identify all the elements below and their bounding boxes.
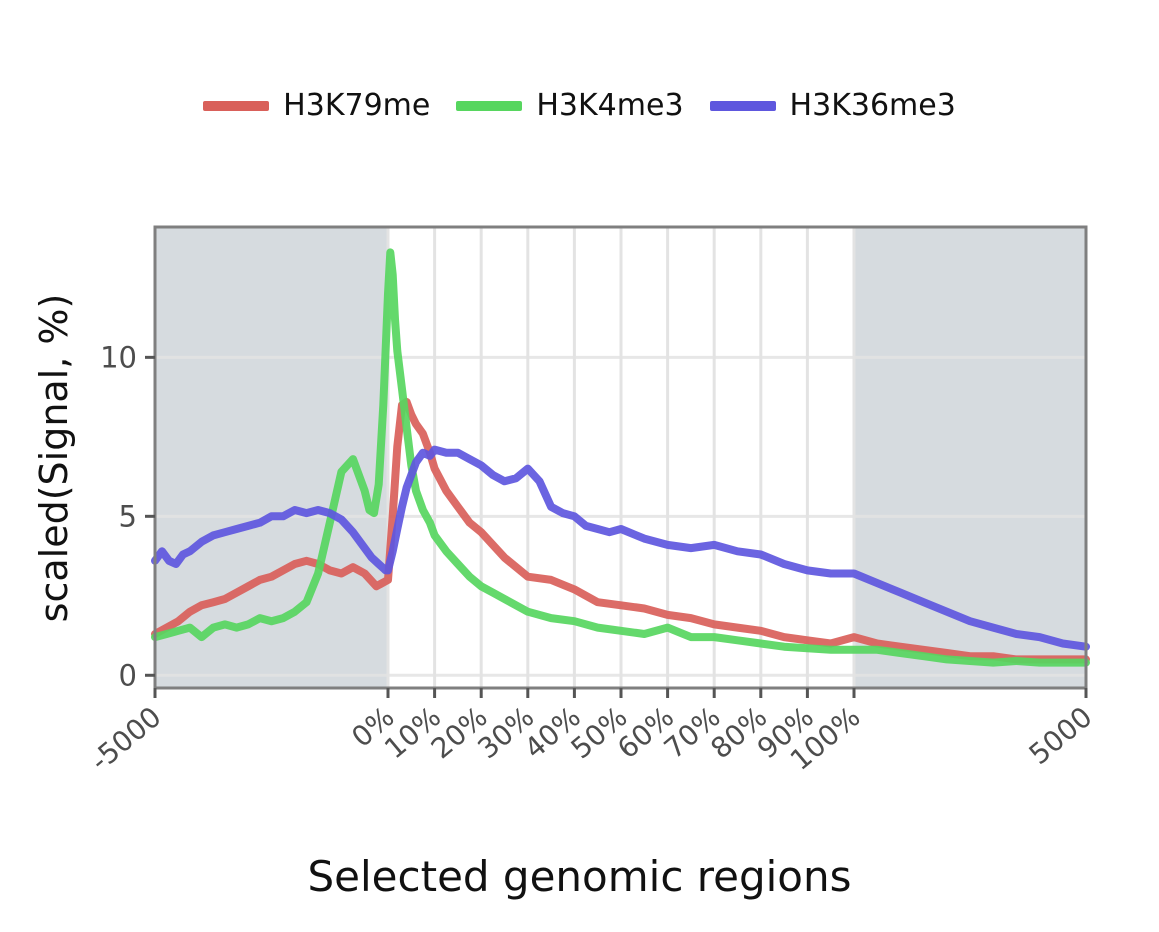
legend-swatch (456, 100, 523, 111)
legend-label: H3K4me3 (536, 88, 684, 123)
y-tick-label: 0 (119, 658, 137, 692)
legend-swatch (709, 100, 776, 111)
y-axis-label: scaled(Signal, %) (32, 293, 76, 623)
legend-item: H3K4me3 (456, 88, 684, 123)
legend-label: H3K79me (283, 88, 431, 123)
x-tick-label: -5000 (84, 700, 168, 778)
legend-swatch (203, 100, 270, 111)
y-tick-label: 5 (119, 499, 137, 533)
grid (155, 227, 1086, 688)
legend-item: H3K79me (203, 88, 430, 123)
series-line-h3k79me (151, 397, 1090, 664)
legend-label: H3K36me3 (789, 88, 956, 123)
series-lines (151, 248, 1090, 667)
downstream-flank-shade (854, 227, 1086, 688)
series-line-h3k36me3 (151, 445, 1090, 651)
legend: H3K79me H3K4me3 H3K36me3 (0, 88, 1159, 123)
series-line-h3k4me3 (151, 248, 1090, 667)
x-tick-label: 5000 (1023, 700, 1099, 771)
y-tick-label: 10 (100, 340, 137, 374)
legend-item: H3K36me3 (709, 88, 956, 123)
x-axis-label: Selected genomic regions (307, 852, 852, 901)
